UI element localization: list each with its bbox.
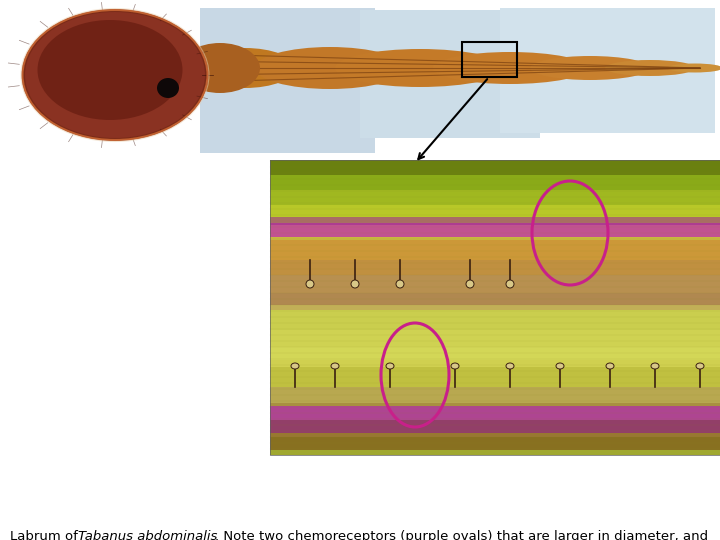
Ellipse shape	[696, 363, 704, 369]
Ellipse shape	[605, 60, 695, 76]
Bar	[270, 347, 720, 367]
Ellipse shape	[556, 363, 564, 369]
Bar	[270, 260, 720, 275]
Bar	[270, 175, 720, 190]
Ellipse shape	[157, 78, 179, 98]
Bar	[270, 310, 720, 330]
Bar	[200, 8, 375, 153]
Bar	[270, 205, 720, 223]
Ellipse shape	[466, 280, 474, 288]
Ellipse shape	[451, 363, 459, 369]
Bar	[270, 387, 720, 403]
Ellipse shape	[506, 363, 514, 369]
Bar	[270, 160, 720, 455]
Bar	[270, 160, 720, 455]
Ellipse shape	[335, 49, 505, 87]
Ellipse shape	[306, 280, 314, 288]
Ellipse shape	[396, 280, 404, 288]
Ellipse shape	[606, 363, 614, 369]
Ellipse shape	[291, 363, 299, 369]
Bar	[270, 293, 720, 310]
Bar	[270, 223, 720, 237]
Ellipse shape	[651, 363, 659, 369]
Bar	[270, 367, 720, 387]
Bar	[270, 240, 720, 260]
Bar	[270, 330, 720, 347]
Bar	[270, 420, 720, 433]
Ellipse shape	[386, 363, 394, 369]
Ellipse shape	[22, 10, 207, 140]
Bar	[270, 437, 720, 450]
Ellipse shape	[195, 48, 295, 88]
Ellipse shape	[255, 47, 405, 89]
Bar	[270, 190, 720, 205]
Ellipse shape	[433, 52, 588, 84]
Ellipse shape	[331, 363, 339, 369]
Ellipse shape	[506, 280, 514, 288]
Ellipse shape	[25, 12, 205, 138]
Bar	[462, 42, 517, 77]
Bar	[500, 8, 715, 133]
Bar	[270, 275, 720, 293]
Bar	[270, 403, 720, 420]
Bar	[270, 420, 720, 437]
Ellipse shape	[180, 43, 260, 93]
Bar	[270, 305, 720, 360]
Ellipse shape	[351, 280, 359, 288]
Text: Labrum of: Labrum of	[10, 530, 82, 540]
Bar	[270, 223, 720, 240]
Ellipse shape	[37, 20, 182, 120]
Ellipse shape	[667, 64, 720, 72]
Text: Tabanus abdominalis: Tabanus abdominalis	[78, 530, 217, 540]
Bar	[270, 406, 720, 420]
Bar	[270, 217, 720, 225]
Text: . Note two chemoreceptors (purple ovals) that are larger in diameter, and: . Note two chemoreceptors (purple ovals)…	[215, 530, 708, 540]
Ellipse shape	[530, 56, 650, 80]
Bar	[270, 160, 720, 175]
Bar	[360, 10, 540, 138]
